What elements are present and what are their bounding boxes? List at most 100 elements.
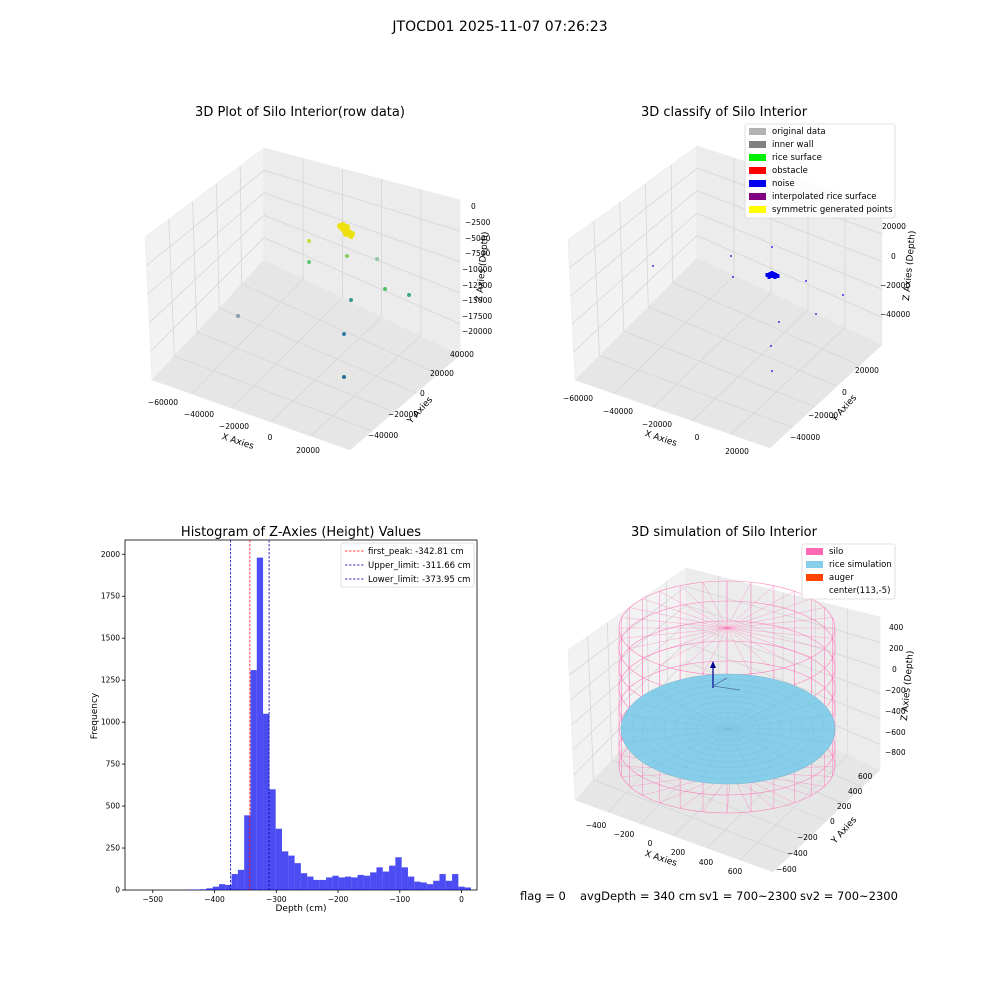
silo-top-spoke bbox=[702, 582, 728, 629]
panel4-ztick: −400 bbox=[885, 707, 906, 716]
panel1-ztick: −20000 bbox=[462, 327, 492, 336]
silo-top-spoke bbox=[726, 627, 774, 671]
panel4-xtick: 400 bbox=[699, 858, 714, 867]
silo-top-spoke bbox=[726, 627, 752, 674]
gridline bbox=[672, 282, 860, 366]
histogram-bar bbox=[231, 874, 238, 890]
gridline bbox=[263, 170, 461, 232]
legend-label-inner-wall: inner wall bbox=[772, 140, 813, 150]
panel2-floor-pane bbox=[574, 257, 883, 449]
histogram-bar bbox=[225, 884, 232, 890]
legend-label-obstacle: obstacle bbox=[772, 166, 808, 176]
gridline bbox=[645, 183, 649, 307]
panel2-xtick: 20000 bbox=[725, 447, 749, 456]
histogram-bar bbox=[307, 876, 314, 890]
x-tick-label: −500 bbox=[142, 895, 163, 904]
gridline bbox=[219, 307, 417, 394]
histogram-bar bbox=[382, 871, 390, 890]
rice-mesh-spoke bbox=[700, 728, 729, 783]
panel1-ztick: −12500 bbox=[462, 281, 492, 290]
panel2-z-ticks: 20000 0 −20000 −40000 bbox=[880, 222, 910, 319]
histogram-bar bbox=[193, 889, 201, 890]
legend-swatch-noise bbox=[749, 180, 766, 187]
histogram-bar bbox=[452, 874, 459, 890]
gridline bbox=[230, 297, 343, 409]
scatter-point bbox=[375, 257, 379, 261]
noise-point bbox=[805, 280, 807, 282]
panel1-xtick: −40000 bbox=[184, 410, 214, 419]
silo-top-spoke bbox=[621, 627, 728, 639]
panel-classify: 3D classify of Silo Interior original da… bbox=[563, 105, 918, 456]
histogram-bar bbox=[401, 867, 408, 890]
noise-point bbox=[772, 272, 776, 276]
gridline bbox=[196, 331, 395, 413]
histogram-bar bbox=[275, 828, 282, 890]
panel4-legend: silo rice simulation auger center(113,-5… bbox=[801, 543, 896, 600]
panel1-ztick: −7500 bbox=[465, 249, 491, 258]
gridline bbox=[696, 190, 883, 262]
x-tick-label: −400 bbox=[204, 895, 225, 904]
scatter-point bbox=[307, 260, 311, 264]
histogram-y-ticks: 0 250 500 750 1000 1250 1500 1750 2000 bbox=[101, 550, 125, 895]
noise-point bbox=[842, 294, 844, 296]
panel2-ytick: −40000 bbox=[790, 433, 820, 442]
panel1-z-ticks: 0 −2500 −5000 −7500 −10000 −12500 −15000… bbox=[462, 202, 492, 336]
panel4-ytick: −400 bbox=[787, 849, 808, 858]
panel4-ztick: 200 bbox=[889, 644, 904, 653]
histogram-bar bbox=[426, 884, 434, 890]
legend-label-upper-limit: Upper_limit: -311.66 cm bbox=[368, 561, 471, 571]
auger-arrowhead bbox=[710, 661, 716, 668]
gridline bbox=[691, 309, 809, 422]
panel4-xtick: 600 bbox=[728, 867, 743, 876]
panel4-xtick: 200 bbox=[671, 848, 686, 857]
legend-label-symmetric: symmetric generated points bbox=[772, 205, 893, 215]
silo-top-spoke bbox=[680, 627, 728, 671]
scatter-point bbox=[349, 231, 355, 237]
silo-top-spoke bbox=[702, 627, 728, 674]
silo-top-spoke bbox=[726, 607, 825, 629]
noise-point bbox=[730, 255, 732, 257]
histogram-bar bbox=[237, 869, 245, 890]
gridline bbox=[571, 212, 698, 325]
status-avg-depth: avgDepth = 340 cm bbox=[580, 889, 696, 903]
status-flag: flag = 0 bbox=[520, 889, 566, 903]
panel2-xtick: −60000 bbox=[563, 394, 593, 403]
gridline bbox=[730, 327, 846, 435]
histogram-bar bbox=[439, 874, 446, 890]
panel2-xtick: −20000 bbox=[642, 420, 672, 429]
gridline bbox=[670, 164, 673, 283]
scatter-point bbox=[383, 287, 387, 291]
panel1-ztick: 0 bbox=[471, 202, 476, 211]
gridline bbox=[263, 192, 461, 263]
silo-top-spoke bbox=[726, 627, 825, 649]
rice-mesh-spoke bbox=[700, 675, 729, 730]
panel4-ytick: 200 bbox=[837, 802, 852, 811]
panel2-xtick: 0 bbox=[695, 433, 700, 442]
panel4-z-ticks: 400 200 0 −200 −400 −600 −800 bbox=[885, 623, 906, 757]
panel1-gridlines bbox=[146, 158, 461, 437]
panel4-ytick: 400 bbox=[848, 787, 863, 796]
silo-top-spoke bbox=[726, 591, 795, 629]
panel4-y-ticks: −600 −400 −200 0 200 400 600 bbox=[776, 772, 873, 874]
rice-mesh-spoke bbox=[674, 681, 729, 730]
scatter-point bbox=[337, 223, 343, 229]
rice-mesh-spoke bbox=[727, 728, 782, 777]
histogram-bar bbox=[414, 881, 421, 890]
histogram-bar bbox=[200, 889, 207, 890]
panel2-ytick: −20000 bbox=[808, 411, 838, 420]
histogram-bar bbox=[313, 879, 320, 890]
gridline bbox=[569, 168, 698, 269]
legend-swatch-inner-wall bbox=[749, 141, 766, 148]
histogram-bar bbox=[319, 879, 327, 890]
gridline bbox=[648, 306, 838, 387]
gridline bbox=[739, 754, 848, 861]
y-tick-label: 500 bbox=[106, 802, 121, 811]
panel2-legend: original data inner wall rice surface ob… bbox=[744, 123, 896, 219]
silo-top-spoke bbox=[680, 585, 728, 629]
gridline bbox=[263, 237, 461, 325]
panel4-xtick: −400 bbox=[586, 821, 607, 830]
rice-mesh-spoke bbox=[727, 701, 821, 730]
panel1-ztick: −10000 bbox=[462, 265, 492, 274]
rice-mesh-spoke bbox=[635, 701, 729, 730]
panel4-ztick: 400 bbox=[889, 623, 904, 632]
